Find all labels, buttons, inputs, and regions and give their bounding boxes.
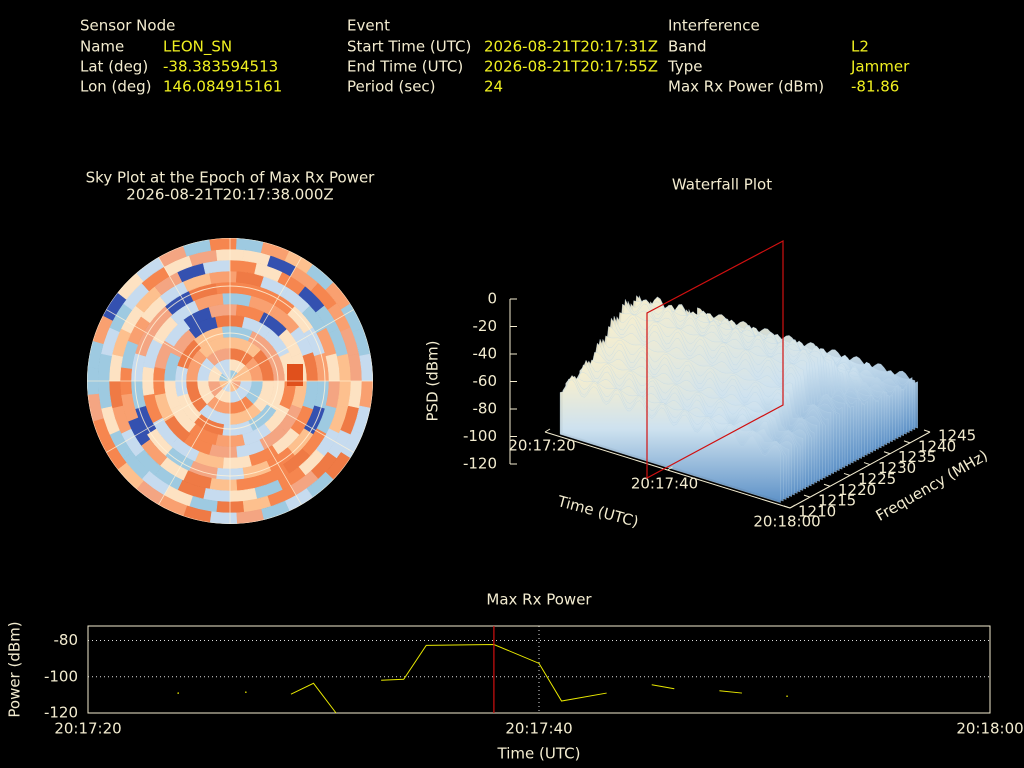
sky-plot — [87, 238, 373, 524]
sky-spoke — [105, 380, 231, 453]
time-axis-label: Time (UTC) — [555, 492, 641, 531]
z-tick-label: -20 — [473, 317, 498, 335]
y-tick-label: -100 — [44, 667, 78, 685]
info-label: Start Time (UTC) — [347, 38, 471, 56]
info-label: Max Rx Power (dBm) — [668, 78, 824, 96]
info-value: 2026-08-21T20:17:31Z — [484, 38, 658, 56]
z-tick-label: -100 — [463, 427, 497, 445]
sky-spoke — [229, 380, 355, 453]
waterfall-title: Waterfall Plot — [672, 176, 772, 194]
freq-tick — [843, 472, 851, 476]
freq-tick-label: 1240 — [918, 437, 956, 455]
surface-slice — [559, 379, 781, 503]
freq-tick — [903, 440, 911, 444]
y-axis-label: Power (dBm) — [6, 621, 24, 717]
point — [177, 692, 179, 694]
freq-tick-label: 1230 — [878, 459, 916, 477]
freq-tick-label: 1215 — [818, 492, 856, 510]
freq-tick — [783, 505, 791, 509]
info-label: End Time (UTC) — [347, 58, 463, 76]
freq-tick-label: 1220 — [838, 481, 876, 499]
point — [245, 691, 247, 693]
freq-tick-label: 1225 — [858, 470, 896, 488]
sky-spoke — [229, 380, 302, 506]
freq-tick — [823, 483, 831, 487]
x-tick-label: 20:17:20 — [54, 720, 121, 738]
freq-tick-label: 1210 — [798, 503, 836, 521]
freq-axis — [789, 431, 931, 509]
plot-frame — [87, 625, 991, 714]
info-value: 2026-08-21T20:17:55Z — [484, 58, 658, 76]
info-value: -81.86 — [851, 78, 899, 96]
z-tick-label: 0 — [487, 290, 497, 308]
time-tick — [544, 428, 551, 433]
line-piece — [290, 682, 337, 714]
info-label: Band — [668, 38, 707, 56]
z-tick-label: -60 — [473, 372, 498, 390]
hotspot — [287, 364, 303, 386]
z-tick-label: -40 — [473, 345, 498, 363]
sky-spoke — [229, 256, 302, 382]
x-tick-label: 20:18:00 — [956, 720, 1023, 738]
info-heading: Sensor Node — [80, 17, 175, 35]
time-tick-label: 20:18:00 — [753, 513, 820, 531]
info-label: Lat (deg) — [80, 58, 148, 76]
x-tick-label: 20:17:40 — [505, 720, 572, 738]
sky-spoke — [158, 380, 231, 506]
freq-tick-label: 1245 — [938, 427, 976, 445]
info-label: Name — [80, 38, 124, 56]
info-label: Period (sec) — [347, 78, 436, 96]
freq-tick — [923, 429, 931, 433]
sky-title: Sky Plot at the Epoch of Max Rx Power — [86, 169, 376, 187]
sky-spoke — [158, 256, 231, 382]
z-axis-label: PSD (dBm) — [424, 340, 442, 421]
x-axis-label: Time (UTC) — [497, 745, 581, 763]
sky-cell — [209, 238, 238, 251]
line-piece — [719, 690, 743, 694]
info-label: Lon (deg) — [80, 78, 152, 96]
time-tick — [789, 504, 796, 509]
point — [786, 695, 788, 697]
sky-spoke — [105, 309, 231, 382]
sky-spoke — [229, 309, 355, 382]
line-title: Max Rx Power — [486, 591, 592, 609]
sky-cell — [209, 270, 238, 285]
freq-tick — [883, 451, 891, 455]
sky-cell — [209, 477, 238, 492]
info-value: L2 — [851, 38, 869, 56]
y-tick-label: -120 — [44, 704, 78, 722]
y-tick-label: -80 — [54, 631, 79, 649]
info-value: Jammer — [850, 58, 910, 76]
line-piece — [651, 684, 675, 690]
z-tick-label: -120 — [463, 455, 497, 473]
time-tick-label: 20:17:20 — [508, 437, 575, 455]
z-tick-label: -80 — [473, 400, 498, 418]
freq-tick — [803, 494, 811, 498]
info-value: 24 — [484, 78, 503, 96]
info-heading: Interference — [668, 17, 760, 35]
sky-subtitle: 2026-08-21T20:17:38.000Z — [126, 186, 333, 204]
info-label: Type — [667, 58, 702, 76]
info-value: LEON_SN — [163, 38, 232, 57]
sky-cell — [209, 511, 238, 524]
time-tick-label: 20:17:40 — [631, 475, 698, 493]
freq-tick — [863, 462, 871, 466]
epoch-plane — [646, 240, 784, 480]
info-value: -38.383594513 — [163, 58, 278, 76]
time-tick — [667, 466, 673, 471]
info-heading: Event — [347, 17, 390, 35]
freq-tick-label: 1235 — [898, 448, 936, 466]
info-value: 146.084915161 — [163, 78, 282, 96]
